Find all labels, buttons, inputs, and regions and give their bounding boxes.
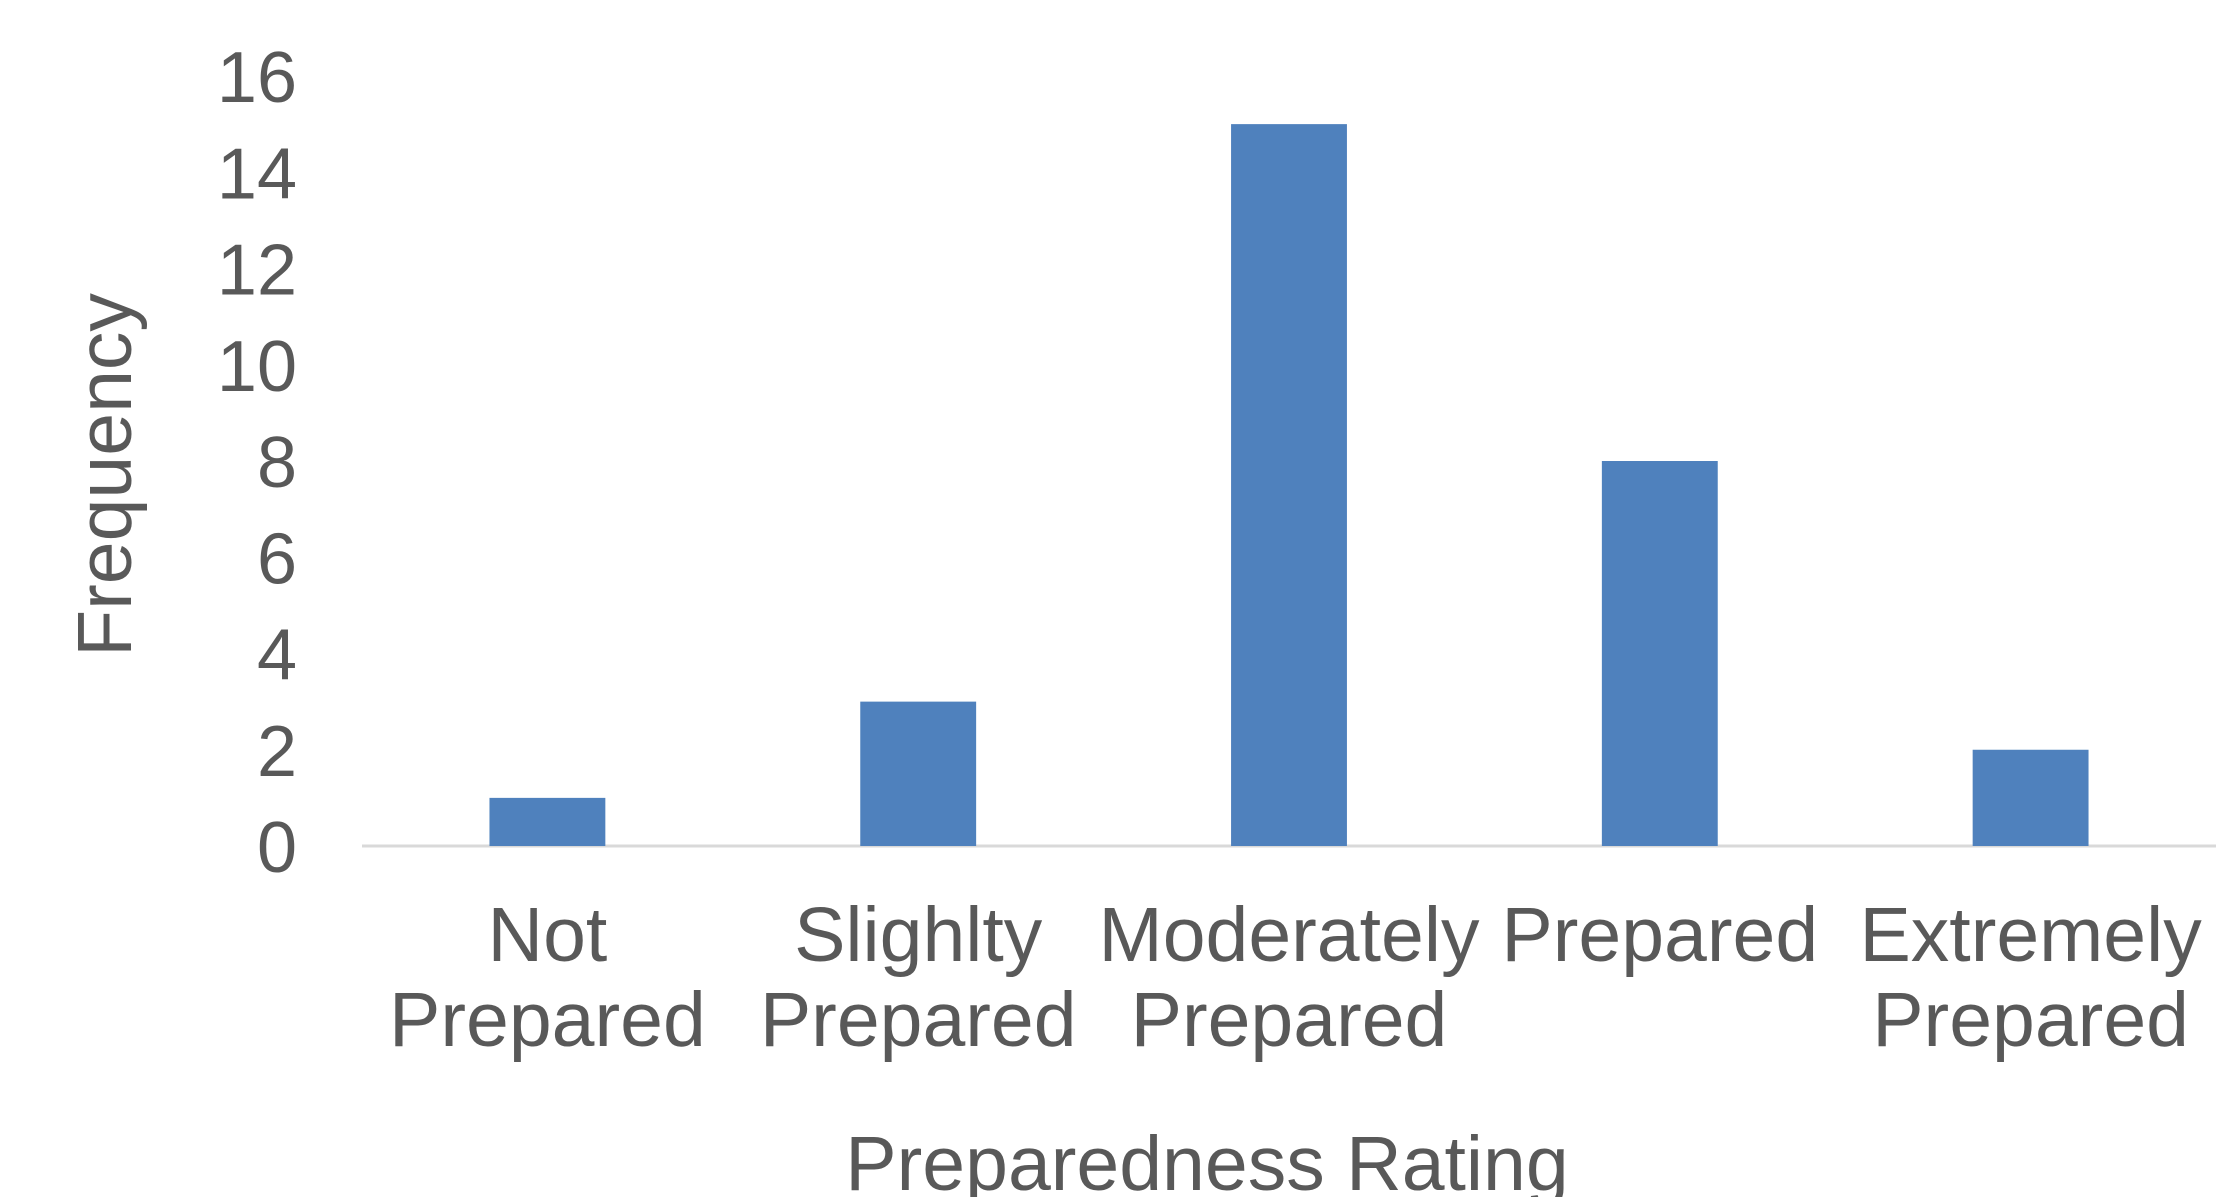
y-tick-label: 0 bbox=[257, 808, 297, 888]
bars bbox=[489, 124, 2089, 846]
y-tick-label: 2 bbox=[257, 712, 297, 792]
x-tick-label-line: Slighlty bbox=[794, 892, 1043, 978]
y-axis-ticks: 0 2 4 6 8 10 12 14 16 bbox=[217, 38, 297, 888]
x-tick-label-line: Prepared bbox=[1501, 892, 1818, 978]
x-tick-label-line: Prepared bbox=[1872, 977, 2189, 1063]
bar bbox=[1601, 461, 1718, 846]
y-tick-label: 6 bbox=[257, 519, 297, 599]
bar bbox=[1231, 124, 1347, 846]
x-tick-label-line: Extremely bbox=[1859, 892, 2202, 978]
x-axis-title: Preparedness Rating bbox=[845, 1121, 1568, 1197]
x-tick-label: Slighlty Prepared bbox=[760, 892, 1077, 1063]
y-tick-label: 8 bbox=[257, 423, 297, 503]
x-tick-label-line: Moderately bbox=[1099, 892, 1480, 978]
x-tick-label-line: Not bbox=[487, 892, 607, 978]
x-tick-label: Moderately Prepared bbox=[1099, 892, 1480, 1063]
x-tick-label-line: Prepared bbox=[760, 977, 1077, 1063]
y-tick-label: 4 bbox=[257, 616, 297, 696]
x-tick-label: Extremely Prepared bbox=[1859, 892, 2202, 1063]
x-tick-label-line: Prepared bbox=[1131, 977, 1448, 1063]
x-tick-label-line: Prepared bbox=[389, 977, 706, 1063]
y-tick-label: 14 bbox=[217, 134, 297, 214]
y-tick-label: 10 bbox=[217, 327, 297, 407]
y-tick-label: 16 bbox=[217, 38, 297, 118]
y-axis-title: Frequency bbox=[62, 293, 148, 657]
x-tick-label: Prepared bbox=[1501, 892, 1818, 978]
bar bbox=[860, 701, 977, 846]
x-tick-label: Not Prepared bbox=[389, 892, 706, 1063]
bar bbox=[1972, 749, 2089, 846]
bar bbox=[489, 797, 606, 846]
y-tick-label: 12 bbox=[217, 231, 297, 311]
